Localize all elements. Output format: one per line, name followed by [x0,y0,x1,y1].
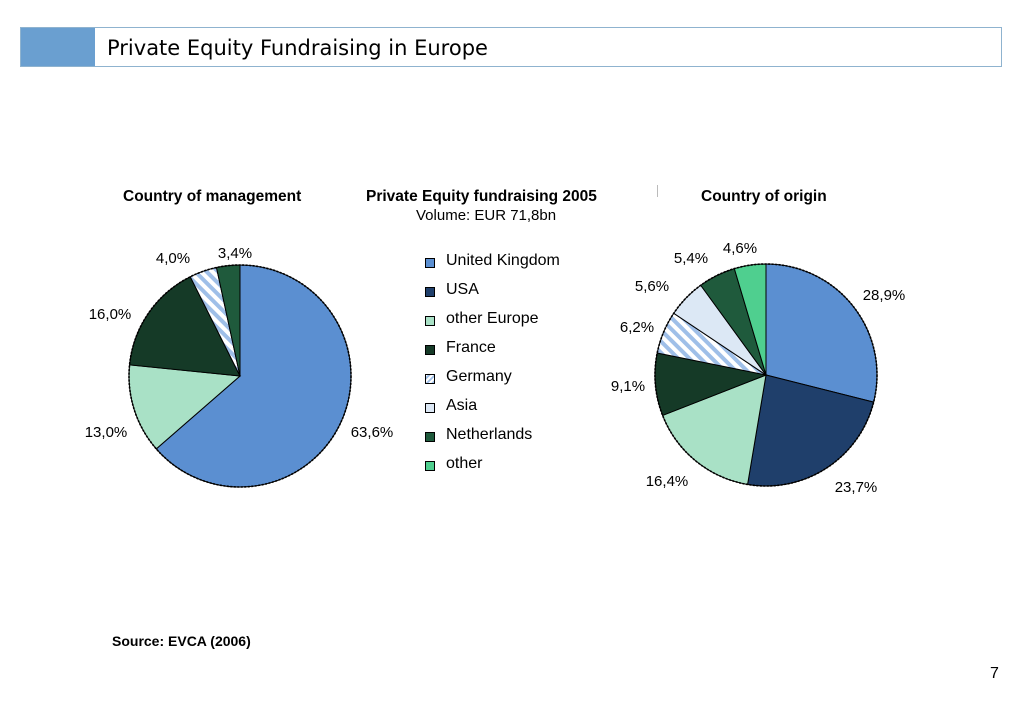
legend-label: France [446,339,496,356]
legend-label: Asia [446,397,478,414]
pie-country-of-management: 63,6% 13,0% 16,0% 4,0% 3,4% [85,245,394,488]
slice-label-asia: 5,6% [635,278,669,295]
pie-rim [128,264,352,488]
slice-label-other: 4,6% [723,240,757,257]
pie-rim [654,263,878,487]
legend-swatch-france [425,345,435,355]
legend-swatch-other [425,461,435,471]
center-heading: Private Equity fundraising 2005 [366,188,597,205]
legend-swatch-united-kingdom [425,258,435,268]
slice-label-other-europe: 16,4% [646,473,689,490]
legend-label: USA [446,281,479,298]
legend-swatch-netherlands [425,432,435,442]
left-chart-title: Country of management [123,188,302,205]
legend-swatch-germany [425,374,435,384]
source-note: Source: EVCA (2006) [112,633,251,649]
legend-label: United Kingdom [446,252,560,269]
slice-label-france: 9,1% [611,378,645,395]
divider-tick [657,185,658,197]
slice-label-other-europe: 13,0% [85,424,128,441]
legend-label: Germany [446,368,512,385]
slice-label-netherlands: 3,4% [218,245,252,262]
slice-label-united-kingdom: 28,9% [863,287,906,304]
title-bar: Private Equity Fundraising in Europe [20,27,1002,67]
right-chart-title: Country of origin [701,188,827,205]
slice-label-usa: 23,7% [835,479,878,496]
title-accent-block [21,28,95,66]
legend-label: Netherlands [446,426,533,443]
legend-label: other Europe [446,310,539,327]
center-subheading: Volume: EUR 71,8bn [416,207,557,224]
page-number: 7 [990,665,999,682]
legend-swatch-asia [425,403,435,413]
legend-swatch-usa [425,287,435,297]
legend-label: other [446,455,483,472]
slide-title: Private Equity Fundraising in Europe [107,36,488,60]
slice-label-france: 16,0% [89,306,132,323]
slice-label-netherlands: 5,4% [674,250,708,267]
pie-country-of-origin: 28,9% 23,7% 16,4% 9,1% 6,2% 5,6% 5,4% 4,6% [611,240,905,496]
slice-label-germany: 6,2% [620,319,654,336]
legend-swatch-other-europe [425,316,435,326]
slice-label-germany: 4,0% [156,250,190,267]
slice-label-united-kingdom: 63,6% [351,424,394,441]
